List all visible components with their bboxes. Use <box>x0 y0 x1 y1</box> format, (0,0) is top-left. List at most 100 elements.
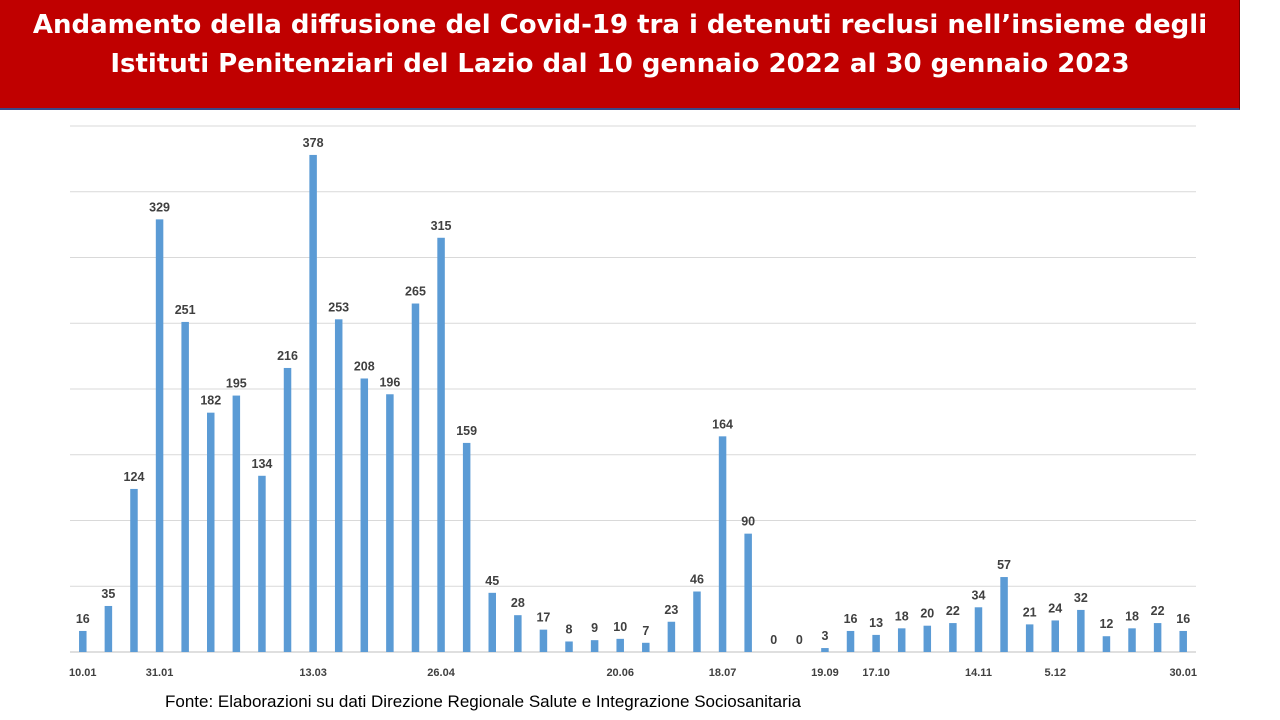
data-label: 16 <box>1176 612 1190 626</box>
bar <box>130 488 138 652</box>
bar <box>1102 636 1111 652</box>
bar <box>104 605 113 652</box>
x-tick-label: 30.01 <box>1169 667 1197 679</box>
gridlines <box>70 125 1196 653</box>
data-label: 18 <box>895 609 909 623</box>
data-label: 20 <box>920 607 934 621</box>
data-label: 3 <box>821 629 828 643</box>
data-labels: 1635124329251182195134216378253208196265… <box>76 136 1190 647</box>
data-label: 90 <box>741 515 755 529</box>
x-tick-label: 13.03 <box>299 667 327 679</box>
data-label: 24 <box>1048 601 1062 615</box>
bar <box>514 615 522 652</box>
bar <box>846 630 855 652</box>
bar <box>155 219 164 653</box>
bar <box>539 629 548 652</box>
data-label: 195 <box>226 377 247 391</box>
x-tick-label: 10.01 <box>69 667 97 679</box>
bar <box>616 638 624 652</box>
data-label: 124 <box>124 470 145 484</box>
bar <box>232 395 241 652</box>
title-banner: Andamento della diffusione del Covid-19 … <box>0 0 1240 110</box>
x-tick-label: 31.01 <box>146 667 174 679</box>
data-label: 7 <box>642 624 649 638</box>
data-label: 251 <box>175 303 196 317</box>
bar <box>488 592 496 652</box>
bar <box>1128 628 1136 652</box>
bar <box>181 321 189 652</box>
bar <box>974 607 983 652</box>
bar <box>462 442 471 652</box>
bar <box>718 436 727 652</box>
x-axis-tick-labels: 10.01 31.01 13.03 26.04 20.06 18.07 19.09 17.10… <box>69 667 1197 679</box>
bar <box>334 319 343 652</box>
data-label: 8 <box>566 622 573 636</box>
data-label: 16 <box>844 612 858 626</box>
data-label: 18 <box>1125 609 1139 623</box>
bar <box>693 591 701 652</box>
data-label: 315 <box>431 219 452 233</box>
bar <box>744 533 752 652</box>
data-label: 57 <box>997 558 1011 572</box>
data-label: 46 <box>690 573 704 587</box>
bar <box>1153 623 1162 652</box>
x-tick-label: 17.10 <box>862 667 890 679</box>
data-label: 9 <box>591 621 598 635</box>
data-label: 12 <box>1099 617 1113 631</box>
data-label: 34 <box>972 588 986 602</box>
bar <box>207 412 215 652</box>
bar <box>1179 630 1187 652</box>
bar <box>386 394 394 652</box>
data-label: 378 <box>303 136 324 150</box>
bar <box>642 642 650 652</box>
bar <box>1025 624 1034 652</box>
data-label: 21 <box>1023 605 1037 619</box>
x-tick-label: 20.06 <box>606 667 634 679</box>
bar <box>79 630 87 652</box>
bar <box>1051 620 1059 652</box>
data-label: 16 <box>76 612 90 626</box>
data-label: 164 <box>712 417 733 431</box>
bar <box>258 475 266 652</box>
data-label: 196 <box>379 375 400 389</box>
bar <box>565 641 573 652</box>
data-label: 0 <box>770 633 777 647</box>
data-label: 22 <box>946 604 960 618</box>
bar <box>949 623 957 652</box>
bar <box>872 634 880 652</box>
bar <box>360 378 369 652</box>
bar <box>309 154 317 652</box>
data-label: 208 <box>354 359 375 373</box>
data-label: 10 <box>613 620 627 634</box>
bar <box>411 303 420 652</box>
source-note: Fonte: Elaborazioni su dati Direzione Re… <box>165 692 801 711</box>
data-label: 182 <box>200 394 221 408</box>
data-label: 13 <box>869 616 883 630</box>
bar <box>590 640 599 652</box>
bar <box>897 628 906 652</box>
data-label: 28 <box>511 596 525 610</box>
x-tick-label: 19.09 <box>811 667 839 679</box>
data-label: 134 <box>252 457 273 471</box>
data-label: 329 <box>149 200 170 214</box>
data-label: 216 <box>277 349 298 363</box>
x-tick-label: 14.11 <box>965 667 992 679</box>
data-label: 253 <box>328 300 349 314</box>
bar <box>667 621 676 652</box>
data-label: 23 <box>664 603 678 617</box>
data-label: 0 <box>796 633 803 647</box>
bar <box>821 648 829 652</box>
data-label: 265 <box>405 285 426 299</box>
data-label: 45 <box>485 574 499 588</box>
data-label: 159 <box>456 424 477 438</box>
bar <box>437 237 445 652</box>
bar <box>1000 577 1008 652</box>
data-label: 32 <box>1074 591 1088 605</box>
bar <box>283 367 292 652</box>
x-tick-label: 18.07 <box>709 667 737 679</box>
chart-title: Andamento della diffusione del Covid-19 … <box>32 10 1208 79</box>
data-label: 17 <box>536 611 550 625</box>
bar <box>1077 609 1085 652</box>
x-tick-label: 5.12 <box>1045 667 1066 679</box>
